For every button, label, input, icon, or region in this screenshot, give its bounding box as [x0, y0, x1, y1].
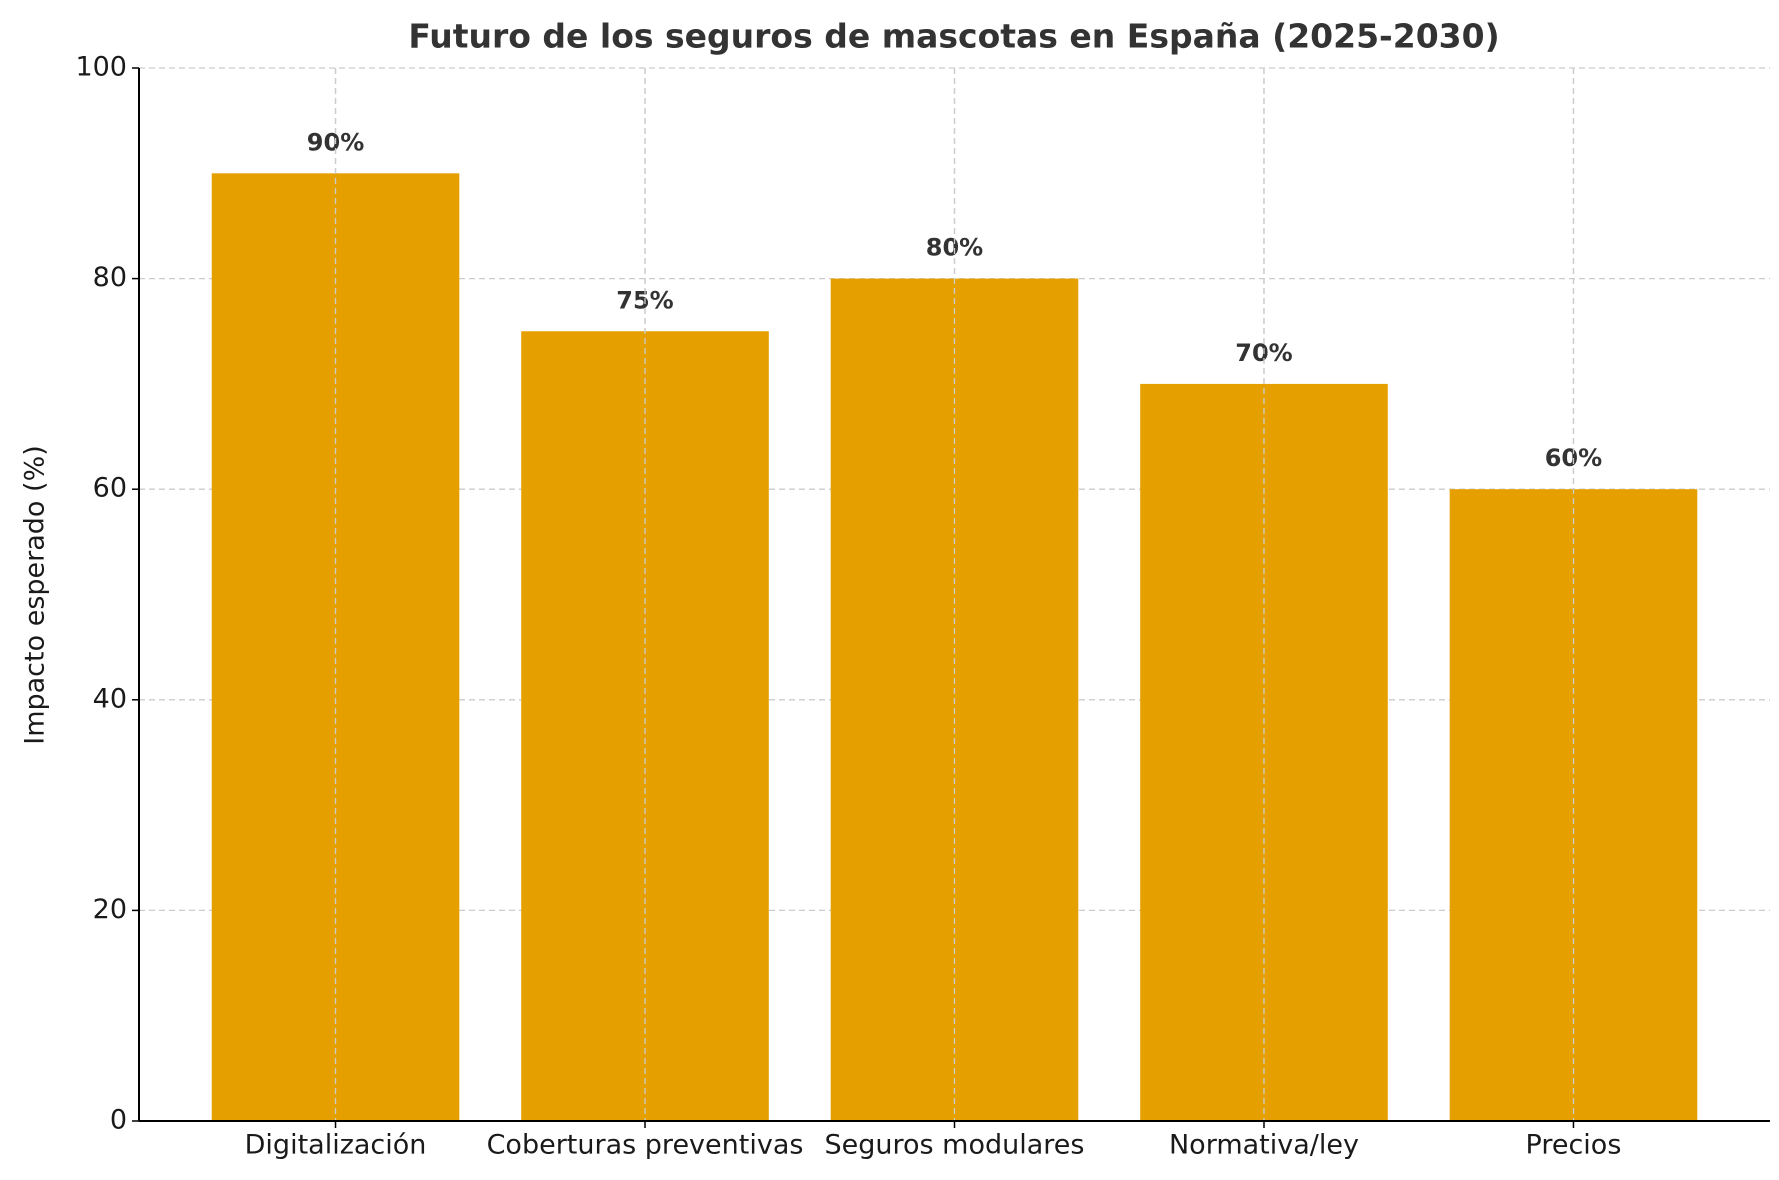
y-tick-label: 0: [110, 1105, 127, 1136]
x-tick-label: Digitalización: [245, 1130, 427, 1161]
y-tick-label: 60: [93, 473, 127, 504]
y-tick-label: 20: [93, 894, 127, 925]
bar: [1449, 489, 1698, 1121]
y-tick-label: 100: [75, 52, 127, 83]
x-tick-label: Precios: [1526, 1130, 1622, 1161]
y-axis-label: Impacto esperado (%): [20, 445, 51, 745]
y-tick-label: 80: [93, 262, 127, 293]
x-tick-label: Normativa/ley: [1169, 1130, 1359, 1161]
x-tick-label: Coberturas preventivas: [487, 1130, 804, 1161]
value-label: 80%: [926, 234, 983, 262]
x-tick-label: Seguros modulares: [825, 1130, 1085, 1161]
y-tick-label: 40: [93, 683, 127, 714]
chart-title: Futuro de los seguros de mascotas en Esp…: [408, 17, 1499, 56]
